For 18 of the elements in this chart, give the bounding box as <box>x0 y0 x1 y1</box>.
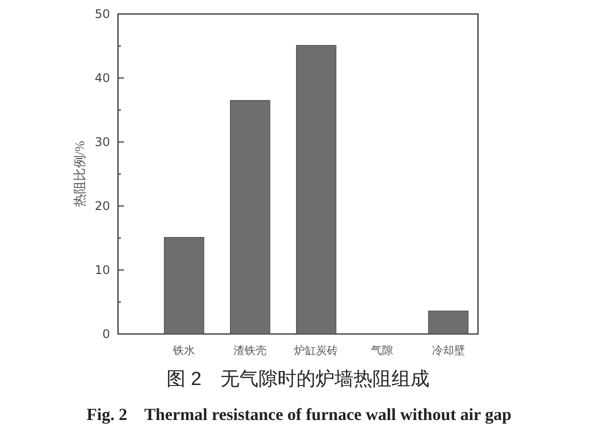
y-tick-label: 40 <box>94 71 110 85</box>
y-tick-label: 20 <box>94 199 110 213</box>
text: Fig. 2 Thermal resistance of furnace wall without air gap <box>86 405 512 424</box>
bar <box>428 310 468 334</box>
y-axis-title: 热阻比例/% <box>72 140 87 208</box>
x-tick-label: 铁水 <box>172 344 196 357</box>
x-tick-label: 冷却壁 <box>432 344 465 357</box>
y-tick-label: 0 <box>102 327 110 341</box>
x-tick-label: 炉缸炭砖 <box>294 344 338 357</box>
bar <box>230 100 270 334</box>
bar <box>296 45 336 334</box>
bar <box>164 237 204 334</box>
y-tick-label: 50 <box>94 7 110 21</box>
y-tick-label: 30 <box>94 135 110 149</box>
y-tick-label: 10 <box>94 263 110 277</box>
x-tick-label: 渣铁壳 <box>234 344 267 357</box>
x-tick-label: 气隙 <box>371 345 394 357</box>
text: 图 2 无气隙时的炉墙热阻组成 <box>166 369 430 390</box>
